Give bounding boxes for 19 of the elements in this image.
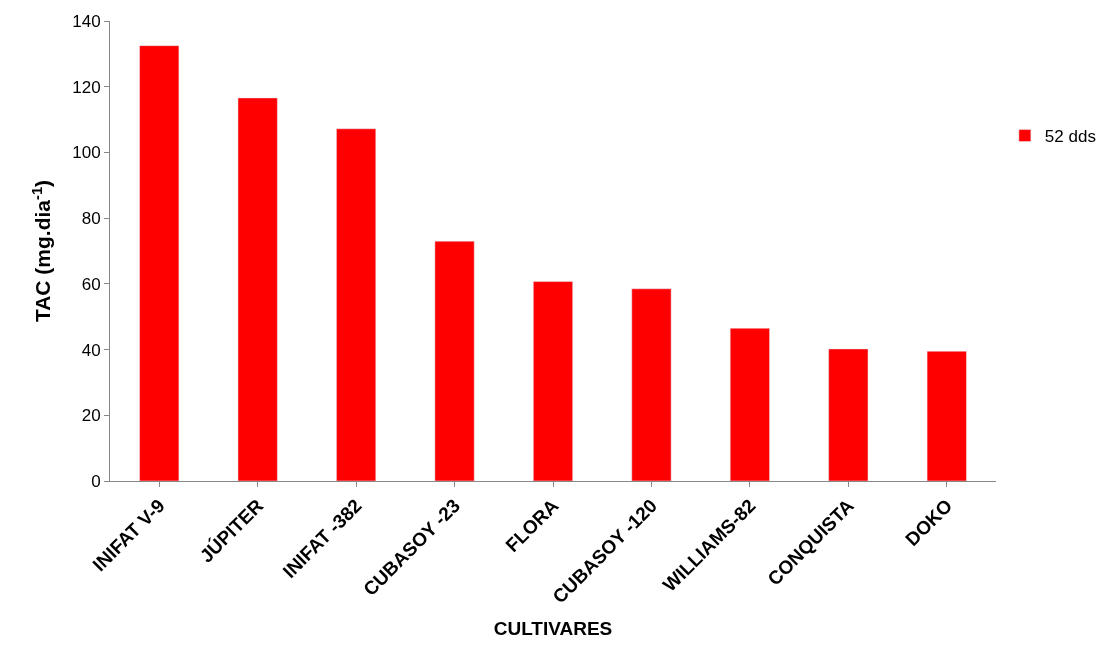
y-tick-label: 120 [72, 77, 101, 97]
bar [434, 240, 475, 481]
y-tick-label: 80 [81, 209, 101, 229]
bar [631, 288, 672, 481]
bar [828, 348, 869, 481]
y-tick-label: 60 [81, 274, 101, 294]
bar [926, 350, 967, 481]
x-axis-title: CULTIVARES [493, 618, 613, 640]
y-tick-label: 20 [81, 406, 101, 426]
y-tick-label: 100 [72, 143, 101, 163]
bar [729, 327, 770, 481]
y-tick-label: 40 [81, 340, 101, 360]
legend-label: 52 dds [1044, 127, 1096, 147]
bar [237, 97, 278, 481]
bar [533, 281, 573, 481]
bar [139, 45, 180, 481]
bar [336, 128, 377, 481]
y-tick-label: 140 [72, 11, 101, 31]
y-tick-label: 0 [91, 471, 101, 491]
